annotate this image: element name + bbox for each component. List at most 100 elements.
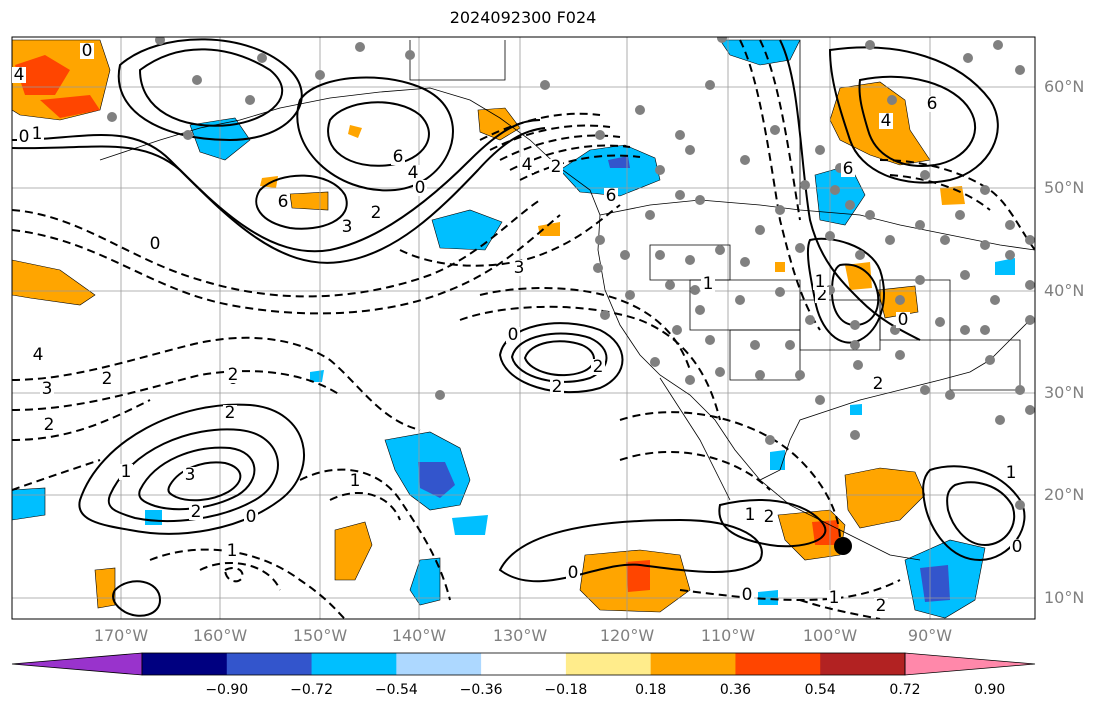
contour-label-bg <box>244 509 258 525</box>
contour-label: 0 <box>898 310 909 330</box>
storm-center-marker <box>834 537 852 555</box>
contour-label-bg <box>549 159 563 175</box>
contour-label: 0 <box>246 507 257 527</box>
latitude-label: 40°N <box>1044 281 1085 300</box>
colorbar-tick-label: −0.36 <box>459 682 503 698</box>
contour-label: 3 <box>185 465 196 485</box>
contour-label-bg <box>1004 465 1018 481</box>
colorbar-tick-label: 0.72 <box>889 682 921 698</box>
longitude-label: 150°W <box>292 626 348 645</box>
contour-label-bg <box>226 367 240 383</box>
contour-label: 2 <box>225 403 236 423</box>
contour-label-bg <box>874 598 888 614</box>
contour-label: 2 <box>876 596 887 616</box>
longitude-label: 160°W <box>192 626 248 645</box>
contour-label: 2 <box>873 374 884 394</box>
contour-label: 1 <box>703 274 714 294</box>
contour-label-bg <box>225 543 239 559</box>
contour-label: 0 <box>415 178 426 198</box>
contour-label-bg <box>348 473 362 489</box>
solid-contours <box>12 38 1026 617</box>
map-frame <box>11 36 1036 620</box>
colorbar-tick-label: −0.72 <box>290 682 333 698</box>
contour-label-bg <box>119 464 133 480</box>
map-plot: 0140646320642646302432202312011210012201… <box>11 36 1036 620</box>
colorbar-tick-label: −0.18 <box>544 682 588 698</box>
colorbar-swatch <box>226 653 313 675</box>
latitude-label: 20°N <box>1044 485 1085 504</box>
latitude-label: 30°N <box>1044 383 1085 402</box>
contour-label: 6 <box>278 192 289 212</box>
contour-label-bg <box>276 194 290 210</box>
latitude-label: 50°N <box>1044 178 1085 197</box>
longitude-label: 130°W <box>492 626 548 645</box>
contour-label-bg <box>406 165 420 181</box>
colorbar-max-extension <box>904 652 1036 676</box>
map-title: 2024092300 F024 <box>449 8 597 27</box>
colorbar-tick-label: 0.18 <box>635 682 667 698</box>
contour-label: 2 <box>764 507 775 527</box>
contour-label: 2 <box>817 285 828 305</box>
contour-label: 1 <box>227 541 238 561</box>
colorbar-swatch <box>311 653 397 675</box>
contour-label-bg <box>42 417 56 433</box>
contour-label-bg <box>40 381 54 397</box>
contour-label-bg <box>520 157 534 173</box>
contour-label-bg <box>813 274 827 290</box>
colorbar-tick-label: 0.90 <box>974 682 1006 698</box>
colorbar-tick-label: 0.54 <box>804 682 836 698</box>
contour-label-bg <box>223 405 237 421</box>
contour-label: 1 <box>121 462 132 482</box>
contour-label-bg <box>148 236 162 252</box>
contour-label-bg <box>827 590 841 606</box>
contour-label: 2 <box>551 157 562 177</box>
contour-label: 2 <box>44 415 55 435</box>
contour-label: 4 <box>522 155 533 175</box>
dashed-contours <box>12 39 1035 619</box>
contour-labels: 0140646320642646302432202312011210012201… <box>12 41 1024 616</box>
longitude-label: 100°W <box>802 626 858 645</box>
colorbar-swatch <box>481 653 567 675</box>
longitude-label: 110°W <box>700 626 756 645</box>
contour-label: 4 <box>408 163 419 183</box>
contour-label-bg <box>1010 539 1024 555</box>
contour-label: 4 <box>33 345 44 365</box>
contour-label: 0 <box>82 41 93 61</box>
contour-label-bg <box>762 509 776 525</box>
contour-label-bg <box>550 379 564 395</box>
contour-label-bg <box>815 287 829 303</box>
contour-label: 3 <box>342 217 353 237</box>
latitude-label: 60°N <box>1044 77 1085 96</box>
contour-label: 2 <box>191 502 202 522</box>
contour-label: 4 <box>881 111 892 131</box>
colorbar-tick-label: 0.36 <box>719 682 752 698</box>
contour-label: 0 <box>508 325 519 345</box>
contour-label: 0 <box>568 563 579 583</box>
longitude-label: 170°W <box>93 626 149 645</box>
contour-label-bg <box>871 376 885 392</box>
contour-label-bg <box>80 43 94 59</box>
contour-label: 1 <box>745 505 756 525</box>
contour-label-bg <box>925 96 939 112</box>
contour-label-bg <box>189 504 203 520</box>
colorbar-swatch <box>142 653 228 675</box>
contour-label: 2 <box>552 377 563 397</box>
colorbar-outline <box>141 652 906 676</box>
latitude-label: 10°N <box>1044 588 1085 607</box>
contour-label: 2 <box>593 357 604 377</box>
colorbar-swatch <box>396 653 482 675</box>
colorbar-min-extension <box>11 652 143 676</box>
contour-label: 2 <box>228 365 239 385</box>
contour-label-bg <box>31 347 45 363</box>
contour-label: 3 <box>42 379 53 399</box>
contour-label-bg <box>879 113 893 129</box>
contour-label-bg <box>512 260 526 276</box>
contour-label: 0 <box>742 585 753 605</box>
contour-label-bg <box>17 129 31 145</box>
colorbar-tick-label: −0.54 <box>374 682 418 698</box>
contour-label-bg <box>506 327 520 343</box>
colorbar-swatch <box>565 653 652 675</box>
contour-label: 0 <box>19 127 30 147</box>
contour-label: 2 <box>371 203 382 223</box>
longitude-label: 90°W <box>907 626 953 645</box>
